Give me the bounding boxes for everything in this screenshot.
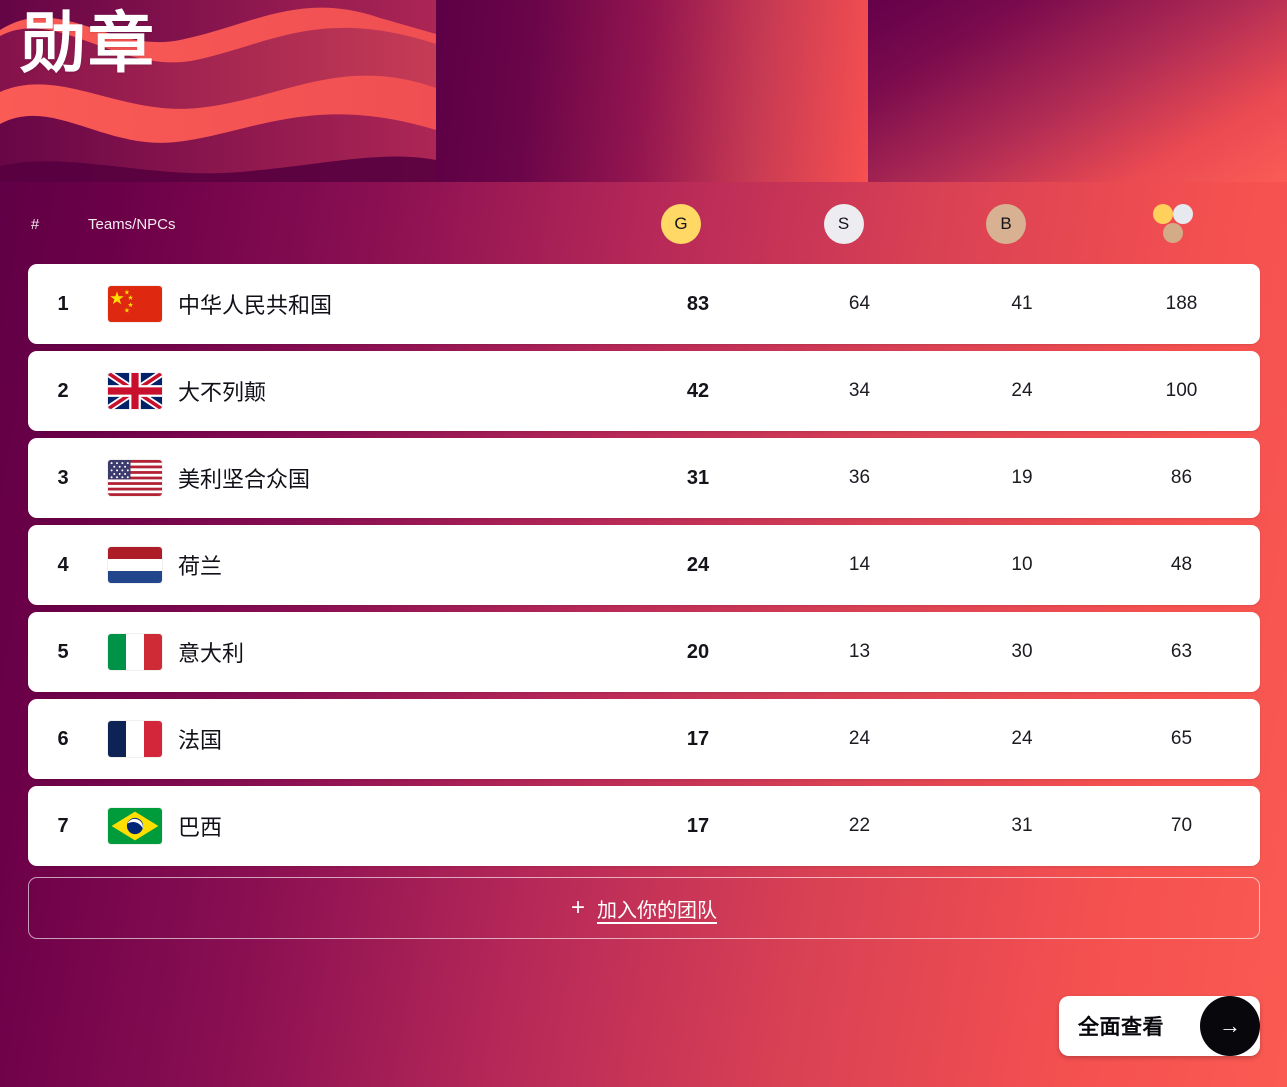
row-bronze-count: 19: [1011, 467, 1033, 488]
column-header-rank: #: [30, 215, 40, 233]
flag-icon-nl: [108, 547, 162, 583]
table-header: # Teams/NPCs G S B: [0, 182, 1287, 266]
flag-icon-gb: [108, 373, 162, 409]
row-team-cell: 中华人民共和国: [98, 286, 618, 322]
row-rank: 1: [57, 292, 69, 315]
row-gold-count: 24: [686, 553, 710, 576]
column-header-bronze[interactable]: B: [925, 204, 1087, 244]
arrow-right-icon: →: [1200, 996, 1260, 1056]
row-total-count: 63: [1170, 641, 1193, 662]
row-rank: 3: [57, 466, 69, 489]
page-title: 勋章: [20, 6, 156, 80]
row-silver-count: 22: [848, 815, 871, 836]
banner-wave-panel: 勋章: [0, 0, 436, 182]
row-team-name: 中华人民共和国: [178, 293, 333, 318]
row-gold-count: 31: [686, 466, 710, 489]
table-row[interactable]: 4 荷兰 24 14 10 48: [28, 525, 1260, 605]
join-your-team-button[interactable]: + 加入你的团队: [28, 877, 1260, 939]
row-gold-count: 17: [686, 727, 710, 750]
banner-mid-panel: [436, 0, 868, 182]
table-row[interactable]: 1 中华人民共和国 83 64 41 188: [28, 264, 1260, 344]
row-bronze-count: 41: [1011, 293, 1033, 314]
view-all-button[interactable]: 全面查看 →: [1059, 996, 1260, 1056]
row-team-cell: 巴西: [98, 808, 618, 844]
row-team-cell: 法国: [98, 721, 618, 757]
row-team-name: 美利坚合众国: [178, 467, 311, 492]
row-bronze-count: 30: [1011, 641, 1033, 662]
row-bronze-count: 24: [1011, 380, 1033, 401]
bronze-medal-icon: B: [986, 204, 1026, 244]
row-gold-count: 42: [686, 379, 710, 402]
row-rank: 2: [57, 379, 69, 402]
row-team-name: 巴西: [178, 815, 223, 840]
column-header-team: Teams/NPCs: [88, 215, 176, 233]
row-total-count: 65: [1170, 728, 1193, 749]
row-rank: 6: [57, 727, 69, 750]
row-silver-count: 34: [848, 380, 871, 401]
row-total-count: 48: [1170, 554, 1193, 575]
plus-icon: +: [570, 894, 585, 921]
row-rank: 7: [57, 814, 69, 837]
column-header-silver[interactable]: S: [762, 204, 925, 244]
flag-icon-it: [108, 634, 162, 670]
row-total-count: 86: [1170, 467, 1193, 488]
row-gold-count: 83: [686, 292, 710, 315]
flag-icon-fr: [108, 721, 162, 757]
table-row[interactable]: 7 巴西 17 22 31 70: [28, 786, 1260, 866]
join-your-team-label: 加入你的团队: [597, 899, 717, 922]
row-total-count: 100: [1165, 380, 1198, 401]
row-bronze-count: 10: [1011, 554, 1033, 575]
column-header-gold[interactable]: G: [600, 204, 762, 244]
header-banner: 勋章: [0, 0, 1287, 182]
row-team-name: 法国: [178, 728, 223, 753]
row-team-cell: 意大利: [98, 634, 618, 670]
row-team-name: 荷兰: [178, 554, 223, 579]
gold-medal-icon: G: [661, 204, 701, 244]
row-rank: 4: [57, 553, 69, 576]
leaderboard-rows: 1 中华人民共和国 83 64 41 188 2 大不列颠 42 34 24 100 3 美利坚合众国 31…: [28, 264, 1260, 873]
table-row[interactable]: 5 意大利 20 13 30 63: [28, 612, 1260, 692]
table-row[interactable]: 3 美利坚合众国 31 36 19 86: [28, 438, 1260, 518]
row-silver-count: 36: [848, 467, 871, 488]
silver-medal-icon: S: [823, 204, 864, 244]
row-rank: 5: [57, 640, 69, 663]
flag-icon-us: [108, 460, 162, 496]
row-total-count: 70: [1170, 815, 1193, 836]
row-team-cell: 荷兰: [98, 547, 618, 583]
row-silver-count: 64: [848, 293, 871, 314]
row-silver-count: 14: [848, 554, 871, 575]
row-team-cell: 大不列颠: [98, 373, 618, 409]
medals-stack-icon: [1151, 203, 1195, 245]
row-silver-count: 24: [848, 728, 871, 749]
row-gold-count: 20: [686, 640, 710, 663]
banner-right-panel: [868, 0, 1287, 182]
table-row[interactable]: 2 大不列颠 42 34 24 100: [28, 351, 1260, 431]
row-bronze-count: 24: [1011, 728, 1033, 749]
view-all-label: 全面查看: [1078, 1016, 1164, 1039]
row-gold-count: 17: [686, 814, 710, 837]
row-total-count: 188: [1165, 293, 1198, 314]
column-header-total[interactable]: [1087, 203, 1259, 245]
row-bronze-count: 31: [1011, 815, 1033, 836]
flag-icon-br: [108, 808, 162, 844]
row-team-name: 意大利: [178, 641, 245, 666]
row-team-name: 大不列颠: [178, 380, 267, 405]
table-row[interactable]: 6 法国 17 24 24 65: [28, 699, 1260, 779]
row-silver-count: 13: [848, 641, 871, 662]
row-team-cell: 美利坚合众国: [98, 460, 618, 496]
flag-icon-cn: [108, 286, 162, 322]
